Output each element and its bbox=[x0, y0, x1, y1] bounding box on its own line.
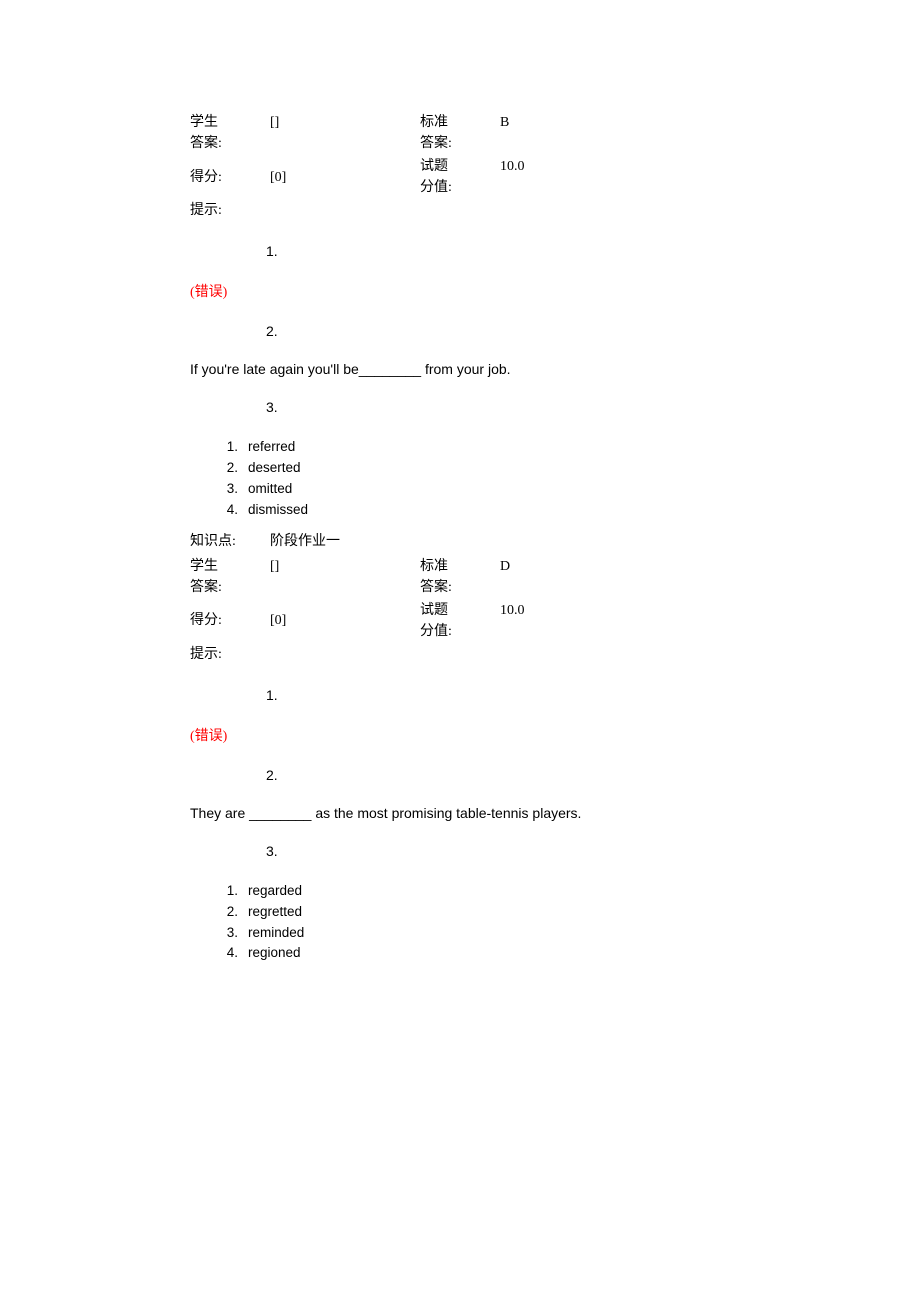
option-text: regioned bbox=[248, 943, 301, 964]
option-row: 1. regarded bbox=[214, 881, 730, 902]
error-label-2: (错误) bbox=[190, 725, 730, 745]
option-num: 2. bbox=[214, 458, 248, 479]
option-num: 4. bbox=[214, 500, 248, 521]
page: 学生答案: [] 标准答案: B 得分: [0] 试题分值: 10.0 提示: … bbox=[0, 0, 920, 1302]
error-label-1: (错误) bbox=[190, 281, 730, 301]
label-max-score: 试题分值: bbox=[420, 156, 460, 198]
label-knowledge-point: 知识点: bbox=[190, 531, 270, 552]
value-correct-answer: D bbox=[460, 556, 510, 598]
option-num: 1. bbox=[214, 437, 248, 458]
option-num: 3. bbox=[214, 479, 248, 500]
marker-2a: 2. bbox=[190, 323, 730, 339]
value-max-score: 10.0 bbox=[460, 600, 525, 642]
marker-2b: 2. bbox=[190, 767, 730, 783]
label-score: 得分: bbox=[190, 167, 250, 188]
row-score: 得分: [0] 试题分值: 10.0 bbox=[190, 600, 730, 642]
label-score: 得分: bbox=[190, 610, 250, 631]
marker-1a: 1. bbox=[190, 243, 730, 259]
option-num: 3. bbox=[214, 923, 248, 944]
row-student-answer: 学生答案: [] 标准答案: B bbox=[190, 112, 730, 154]
option-text: regretted bbox=[248, 902, 302, 923]
label-correct-answer: 标准答案: bbox=[420, 556, 460, 598]
value-correct-answer: B bbox=[460, 112, 509, 154]
option-text: referred bbox=[248, 437, 295, 458]
row-student-answer: 学生答案: [] 标准答案: D bbox=[190, 556, 730, 598]
value-score: [0] bbox=[250, 610, 286, 631]
option-row: 4. regioned bbox=[214, 943, 730, 964]
option-text: reminded bbox=[248, 923, 304, 944]
label-student-answer: 学生答案: bbox=[190, 556, 230, 598]
value-max-score: 10.0 bbox=[460, 156, 525, 198]
label-max-score: 试题分值: bbox=[420, 600, 460, 642]
option-row: 3. omitted bbox=[214, 479, 730, 500]
row-score: 得分: [0] 试题分值: 10.0 bbox=[190, 156, 730, 198]
option-num: 1. bbox=[214, 881, 248, 902]
option-num: 4. bbox=[214, 943, 248, 964]
option-text: regarded bbox=[248, 881, 302, 902]
row-hint: 提示: bbox=[190, 200, 730, 221]
option-row: 4. dismissed bbox=[214, 500, 730, 521]
marker-1b: 1. bbox=[190, 687, 730, 703]
row-knowledge-point: 知识点: 阶段作业一 bbox=[190, 531, 730, 552]
marker-3a: 3. bbox=[190, 399, 730, 415]
value-student-answer: [] bbox=[230, 556, 279, 598]
label-hint: 提示: bbox=[190, 200, 222, 221]
option-row: 2. regretted bbox=[214, 902, 730, 923]
option-row: 3. reminded bbox=[214, 923, 730, 944]
option-text: omitted bbox=[248, 479, 292, 500]
marker-3b: 3. bbox=[190, 843, 730, 859]
option-text: deserted bbox=[248, 458, 301, 479]
options-list-1: 1. referred 2. deserted 3. omitted 4. di… bbox=[214, 437, 730, 521]
option-row: 1. referred bbox=[214, 437, 730, 458]
value-student-answer: [] bbox=[230, 112, 279, 154]
options-list-2: 1. regarded 2. regretted 3. reminded 4. … bbox=[214, 881, 730, 965]
question-text-1: If you're late again you'll be________ f… bbox=[190, 361, 730, 377]
option-text: dismissed bbox=[248, 500, 308, 521]
row-hint: 提示: bbox=[190, 644, 730, 665]
value-score: [0] bbox=[250, 167, 286, 188]
label-student-answer: 学生答案: bbox=[190, 112, 230, 154]
value-knowledge-point: 阶段作业一 bbox=[270, 531, 340, 552]
label-hint: 提示: bbox=[190, 644, 222, 665]
option-row: 2. deserted bbox=[214, 458, 730, 479]
option-num: 2. bbox=[214, 902, 248, 923]
label-correct-answer: 标准答案: bbox=[420, 112, 460, 154]
question-text-2: They are ________ as the most promising … bbox=[190, 805, 730, 821]
